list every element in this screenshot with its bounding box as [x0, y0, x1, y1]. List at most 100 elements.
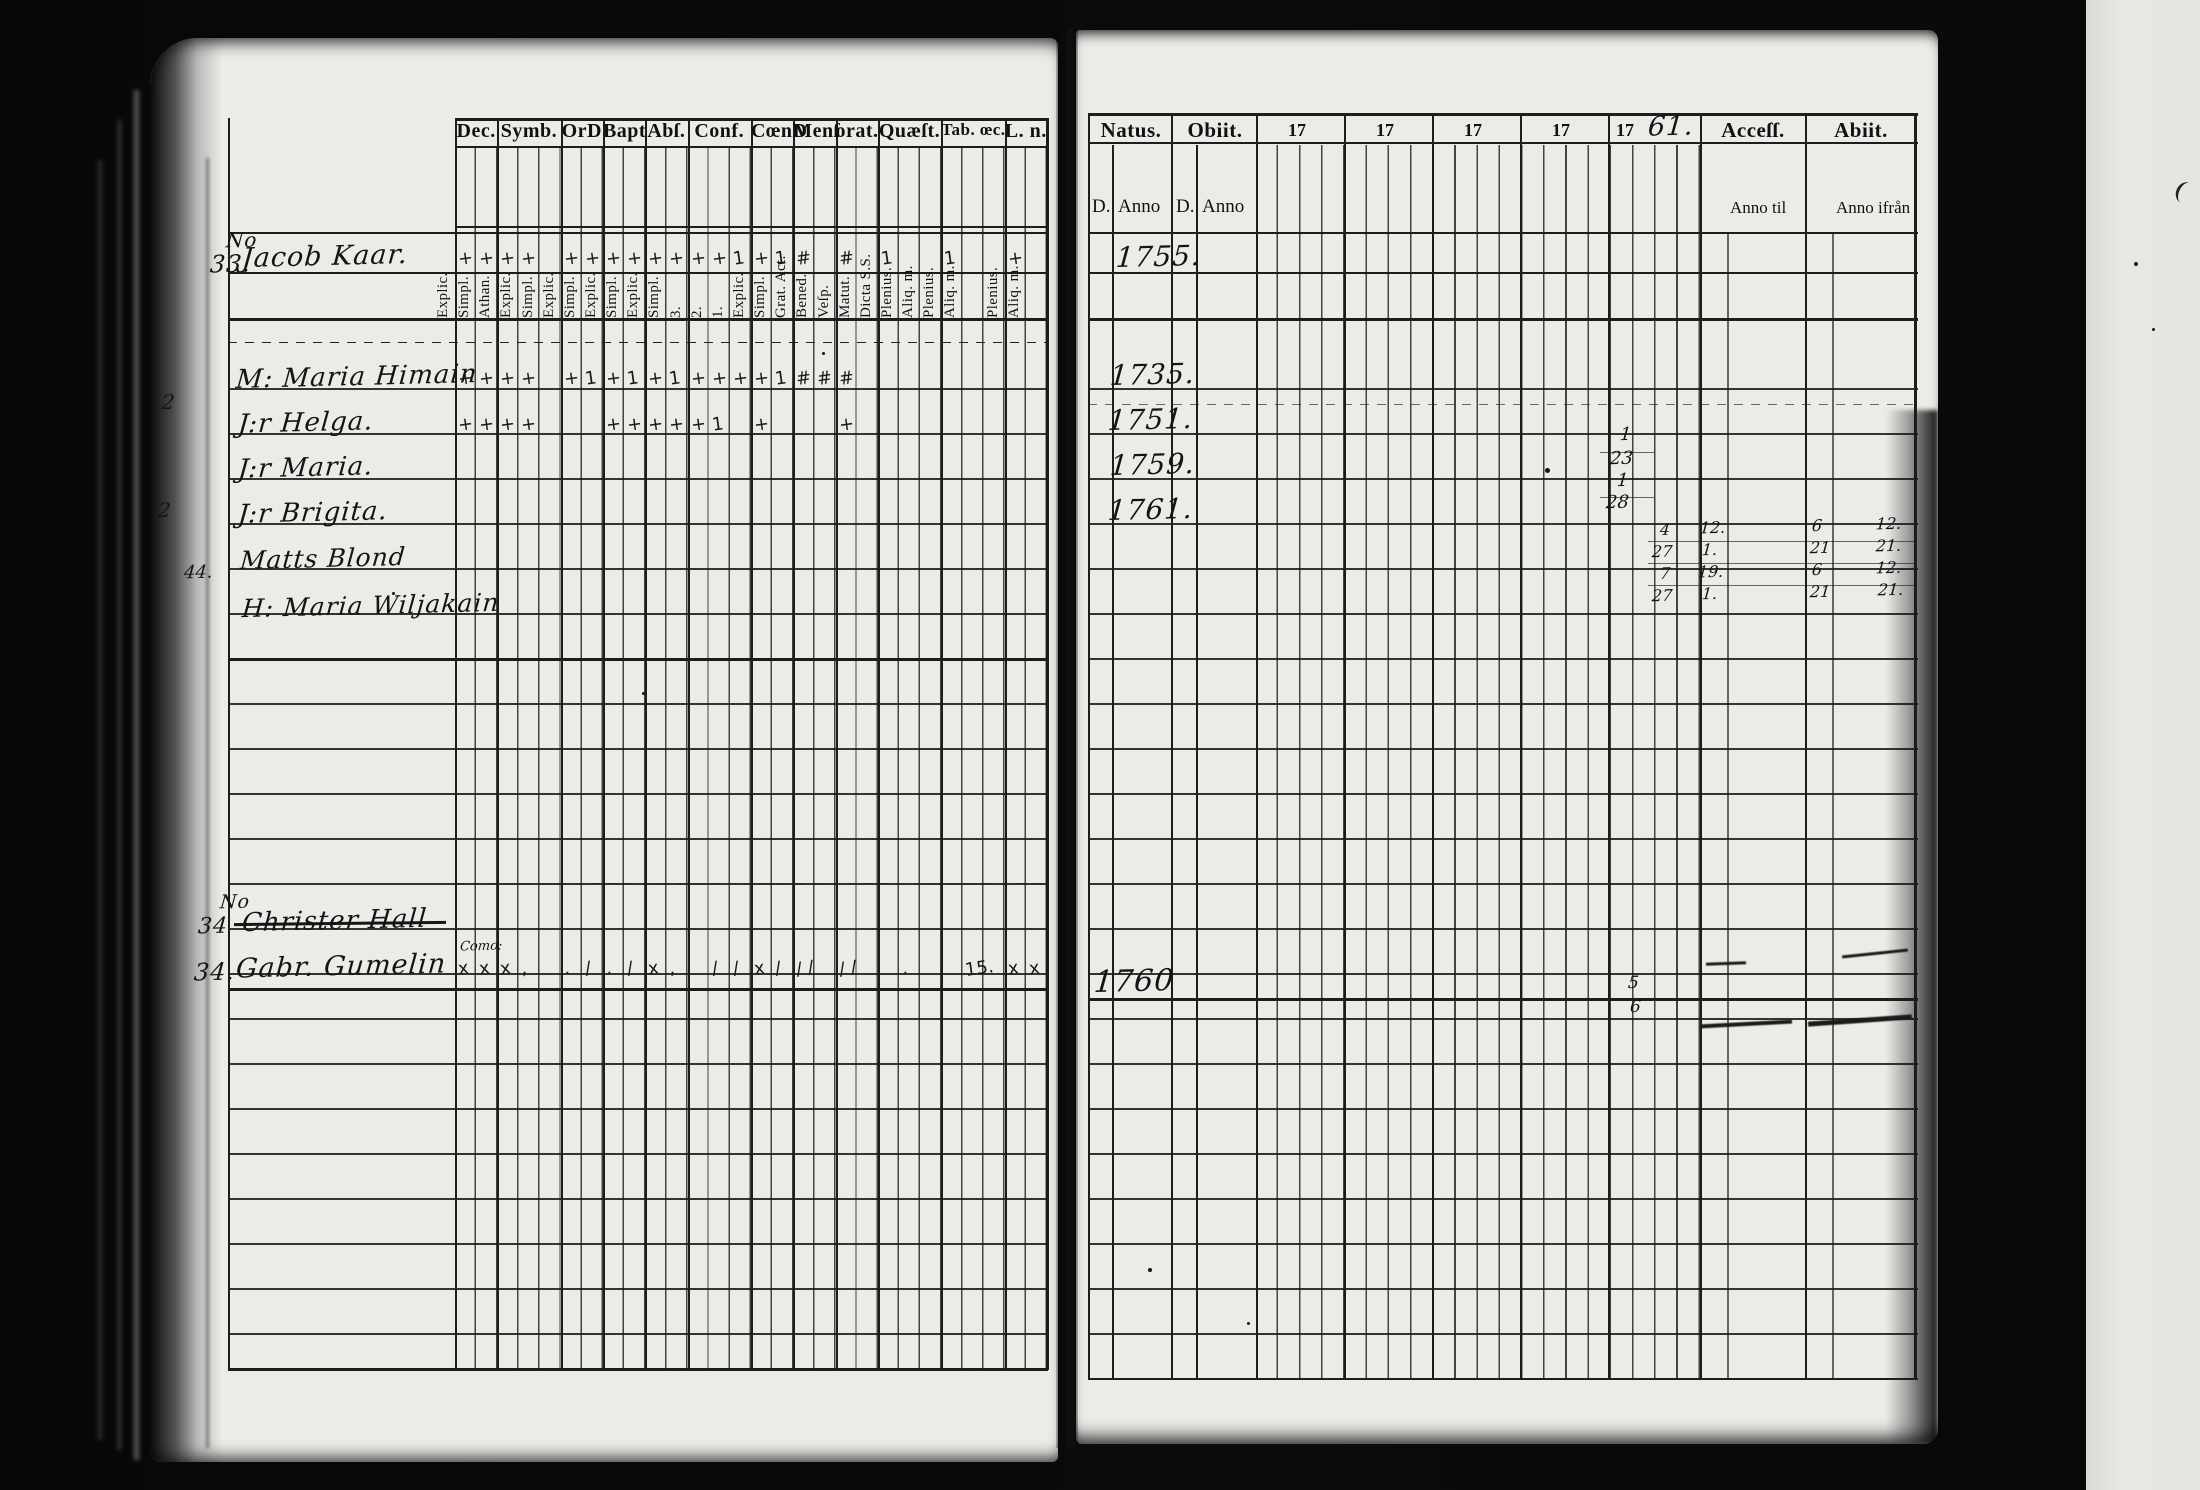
group-rule [941, 118, 943, 1370]
handwritten-entry: J:r Maria. [236, 451, 375, 485]
handwritten-entry: J:r Helga. [236, 406, 375, 440]
handwritten-entry: 1. [1701, 539, 1719, 560]
handwritten-entry: 1 [1616, 469, 1630, 492]
handwritten-entry: 1759. [1108, 446, 1197, 483]
handwritten-entry: 1755. [1114, 238, 1203, 275]
examination-mark: + [731, 367, 750, 390]
examination-mark: + [752, 247, 771, 270]
handwritten-entry: 12. [1875, 513, 1903, 534]
column-rule [1171, 113, 1174, 1380]
group-rule [793, 118, 795, 1370]
spine-streak [118, 120, 121, 1450]
handwritten-entry: 28 [1605, 491, 1630, 514]
handwritten-entry: 5 [1627, 972, 1640, 994]
column-subheader: Explic. [435, 272, 451, 318]
examination-mark: 15. [964, 956, 996, 981]
column-subheader: Aliq. m. [900, 265, 917, 318]
year-column-header: 17 [1616, 120, 1634, 140]
year-column-header: 17 [1464, 120, 1482, 140]
examination-mark: / / [794, 956, 816, 981]
examination-mark: 1 [710, 413, 725, 436]
group-rule [878, 118, 880, 1370]
handwritten-entry: 44. [183, 561, 214, 584]
subheader-d2: D. [1176, 196, 1195, 217]
examination-mark: # [837, 367, 855, 390]
handwritten-entry: Christer Hall [240, 903, 429, 939]
half-row-rule [1648, 563, 1914, 565]
column-subheader: Veſp. [815, 284, 832, 318]
examination-mark: + [498, 367, 517, 390]
examination-mark: + [604, 247, 623, 270]
column-header: CœnD [750, 120, 808, 142]
handwritten-entry: 21. [1875, 535, 1903, 556]
handwritten-entry: 21. [1877, 579, 1905, 600]
half-row-rule [1600, 452, 1654, 454]
column-header-abiit: Abiit. [1834, 118, 1888, 142]
examination-mark: + [477, 367, 496, 390]
speck [1247, 1322, 1250, 1325]
handwritten-entry: 6 [1629, 996, 1642, 1018]
examination-mark: + [646, 413, 665, 436]
column-header: Abſ. [647, 120, 686, 142]
examination-mark: + [583, 247, 602, 270]
year-column-header: 17 [1552, 120, 1570, 140]
column-header-access: Acceſſ. [1721, 118, 1785, 142]
column-header: orat. [835, 120, 879, 142]
examination-mark: + [477, 413, 496, 436]
examination-mark: + [498, 413, 517, 436]
examination-mark: + [752, 413, 771, 436]
examination-mark: + [710, 247, 729, 270]
handwritten-entry: 21 [1809, 537, 1832, 558]
column-header-obiit: Obiit. [1187, 118, 1243, 142]
group-rule [603, 118, 605, 1370]
column-header: Dec. [456, 120, 496, 142]
handwritten-entry: 1761. [1106, 491, 1195, 528]
handwritten-entry: 6 [1811, 559, 1823, 580]
handwritten-entry: 12. [1875, 557, 1903, 578]
handwritten-entry: Como: [459, 938, 503, 955]
column-rule [1088, 113, 1091, 1380]
examination-mark: + [710, 367, 729, 390]
column-header: OrD [561, 120, 603, 142]
spine-shadow [150, 38, 222, 1462]
examination-mark: + [456, 247, 475, 270]
subcolumn-rule [1196, 145, 1198, 1380]
year-column-header: 17 [1288, 120, 1306, 140]
handwritten-entry: 1751. [1106, 401, 1195, 438]
handwritten-entry: 1. [1701, 583, 1719, 604]
examination-mark: + [625, 247, 644, 270]
spine-streak [98, 160, 102, 1440]
examination-mark: x [1027, 957, 1041, 980]
column-header: L. n. [1004, 120, 1047, 142]
subheader-anno-ifran: Anno ifrån [1836, 198, 1911, 217]
fine-column-lines [1256, 145, 1700, 1380]
examination-mark: # [794, 247, 813, 270]
column-rule [228, 118, 231, 1370]
handwritten-entry: Jacob Kaar. [240, 238, 410, 275]
handwritten-entry: 27 [1651, 541, 1674, 562]
examination-mark: + [562, 247, 581, 270]
handwritten-entry: 34 [196, 913, 230, 940]
examination-mark: x [456, 957, 471, 980]
examination-mark: # [837, 247, 855, 270]
subheader-anno2: Anno [1202, 196, 1245, 217]
group-rule [645, 118, 647, 1370]
examination-mark: + [1006, 247, 1025, 270]
examination-mark: x [1006, 957, 1020, 980]
subheader-anno-til: Anno til [1730, 198, 1787, 217]
examination-mark: # [815, 367, 834, 390]
handwritten-entry: 1735. [1108, 356, 1197, 393]
examination-mark: + [837, 413, 855, 436]
column-header: Tab. œc. [941, 120, 1006, 139]
column-header: Quæſt. [878, 120, 941, 142]
speck [1148, 1268, 1152, 1272]
table-rule [1088, 113, 1918, 116]
handwritten-entry: 27 [1651, 585, 1674, 606]
group-rule [1005, 118, 1007, 1370]
group-rule [497, 118, 499, 1370]
examination-mark: / / [837, 956, 858, 981]
examination-mark: + [646, 367, 665, 390]
speck [822, 352, 825, 355]
handwritten-entry: 23 [1609, 447, 1634, 470]
handwritten-entry: 2 [161, 389, 176, 415]
